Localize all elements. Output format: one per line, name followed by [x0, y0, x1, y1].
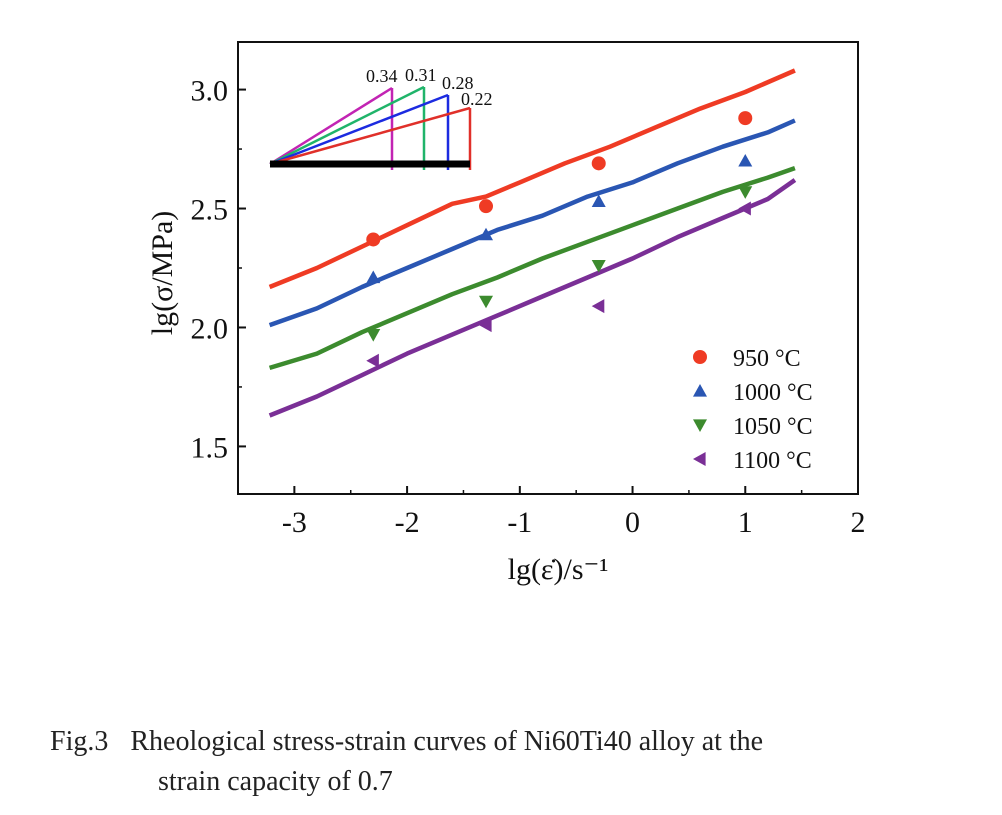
data-point: [479, 295, 493, 309]
data-point: [479, 227, 493, 241]
x-tick-label: -2: [395, 506, 420, 539]
slope-label: 0.22: [461, 89, 493, 109]
data-point: [738, 201, 751, 216]
slope-hypotenuse: [269, 86, 393, 166]
caption-label: Fig.3: [50, 726, 109, 757]
slope-inset: 0.34 0.31 0.280.22: [269, 65, 493, 170]
data-point: [591, 194, 606, 207]
slope-label: 0.28: [442, 73, 474, 93]
data-points: [366, 111, 753, 368]
legend-marker: [693, 350, 707, 364]
y-tick-label: 2.0: [191, 312, 229, 345]
y-tick-label: 1.5: [191, 431, 229, 464]
data-point: [366, 232, 381, 247]
data-point: [366, 353, 379, 368]
chart: 0.34 0.31 0.280.22 -3 -2 -1 0 1 2 1.5 2.0 2.5 3.0 lg…: [146, 41, 866, 586]
x-tick-label: 2: [851, 506, 866, 539]
slope-label: 0.31: [405, 65, 437, 85]
legend-label: 1000 °C: [733, 380, 813, 406]
x-tick-label: 0: [625, 506, 640, 539]
series-line: [268, 165, 796, 371]
data-point: [479, 199, 493, 214]
slope-hypotenuse: [269, 85, 425, 166]
legend-label: 1100 °C: [733, 448, 812, 474]
y-tick-label: 2.5: [191, 194, 229, 227]
data-point: [591, 260, 606, 273]
data-point: [738, 111, 753, 126]
legend: 950 °C 1000 °C 1050 °C 1100 °C: [693, 346, 813, 474]
legend-marker: [693, 452, 706, 466]
data-point: [591, 156, 606, 171]
data-point: [366, 329, 381, 342]
fit-curves: [268, 68, 797, 418]
legend-marker: [693, 419, 707, 432]
x-tick-label: -1: [507, 506, 532, 539]
slope-label: 0.34: [366, 66, 398, 86]
slope-hypotenuse: [269, 106, 471, 166]
series-line: [268, 178, 797, 418]
data-point: [366, 270, 381, 284]
data-point: [738, 153, 753, 167]
data-point: [479, 318, 492, 333]
legend-label: 1050 °C: [733, 414, 813, 440]
x-tick-label: 1: [738, 506, 753, 539]
caption-line-1: Rheological stress-strain curves of Ni60…: [130, 726, 764, 757]
series-line: [268, 118, 796, 328]
axes: -3 -2 -1 0 1 2 1.5 2.0 2.5 3.0 lg(ε̇)/s⁻¹ lg(σ/MPa): [146, 41, 866, 586]
series-line: [268, 68, 796, 290]
data-point: [738, 186, 753, 199]
slope-hypotenuse: [269, 93, 449, 166]
legend-marker: [693, 384, 707, 397]
y-tick-label: 3.0: [191, 75, 229, 108]
legend-label: 950 °C: [733, 346, 801, 372]
x-tick-label: -3: [282, 506, 307, 539]
y-axis-label: lg(σ/MPa): [146, 211, 179, 336]
caption-line-2: strain capacity of 0.7: [158, 766, 393, 797]
data-point: [591, 299, 605, 314]
x-axis-label: lg(ε̇)/s⁻¹: [508, 553, 609, 586]
